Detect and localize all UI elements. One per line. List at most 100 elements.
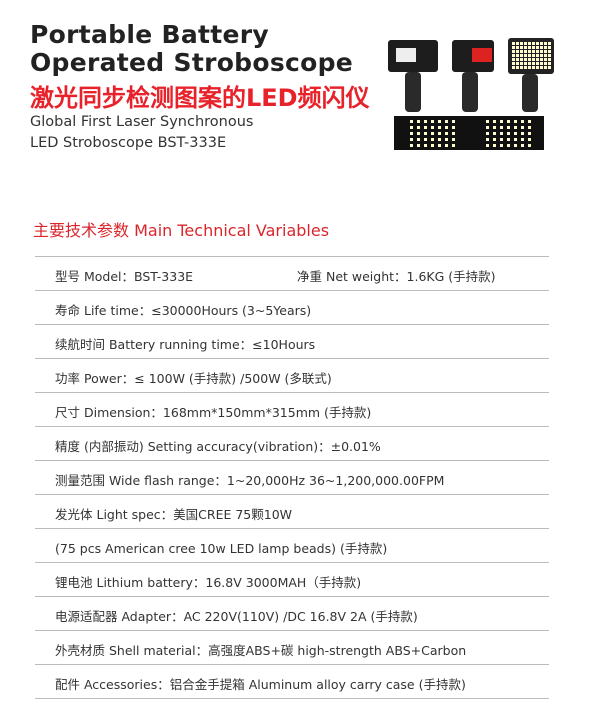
led-dot	[486, 138, 489, 141]
led-dot	[424, 120, 427, 123]
spec-row: (75 pcs American cree 10w LED lamp beads…	[35, 528, 549, 562]
led-dot	[516, 46, 519, 49]
led-dot	[524, 66, 527, 69]
spec-text: 锂电池 Lithium battery：16.8V 3000MAH（手持款)	[55, 575, 362, 590]
led-dot	[536, 46, 539, 49]
led-dot	[536, 42, 539, 45]
led-dot	[516, 58, 519, 61]
led-dot	[431, 138, 434, 141]
led-dot	[524, 42, 527, 45]
led-dot	[544, 54, 547, 57]
led-dot	[424, 138, 427, 141]
led-dot	[516, 62, 519, 65]
spec-text: 尺寸 Dimension：168mm*150mm*315mm (手持款)	[55, 405, 372, 420]
led-dot	[424, 126, 427, 129]
led-dot	[528, 54, 531, 57]
led-dot	[452, 132, 455, 135]
spec-text: 发光体 Light spec：美国CREE 75颗10W	[55, 507, 293, 522]
spec-row: 型号 Model：BST-333E 净重 Net weight：1.6KG (手持…	[35, 256, 549, 290]
led-dot	[516, 42, 519, 45]
led-dot	[528, 120, 531, 123]
spec-text: 寿命 Life time：≤30000Hours (3~5Years)	[55, 303, 312, 318]
led-dot	[540, 46, 543, 49]
title-line1: Portable Battery	[30, 20, 269, 49]
led-dot	[516, 66, 519, 69]
led-dot	[514, 144, 517, 147]
led-dot	[493, 138, 496, 141]
led-dot	[507, 120, 510, 123]
led-dot	[512, 62, 515, 65]
led-dot	[452, 138, 455, 141]
led-dot	[438, 138, 441, 141]
led-dot	[540, 58, 543, 61]
subtitle-line1: Global First Laser Synchronous	[30, 114, 254, 130]
led-dot	[445, 144, 448, 147]
led-dot	[431, 132, 434, 135]
led-dot	[548, 62, 551, 65]
led-dot	[417, 120, 420, 123]
led-dot	[544, 62, 547, 65]
led-dot	[528, 50, 531, 53]
led-dot	[548, 54, 551, 57]
section-title: 主要技术参数 Main Technical Variables	[33, 221, 330, 240]
led-dot	[514, 126, 517, 129]
led-dot	[445, 132, 448, 135]
led-dot	[524, 50, 527, 53]
led-dot	[528, 46, 531, 49]
spec-table: 型号 Model：BST-333E 净重 Net weight：1.6KG (手持…	[35, 256, 549, 699]
led-dot	[536, 58, 539, 61]
led-dot	[532, 50, 535, 53]
led-dot	[544, 42, 547, 45]
led-dot	[431, 126, 434, 129]
led-dot	[521, 138, 524, 141]
led-dot	[507, 138, 510, 141]
spec-row: 功率 Power：≤ 100W (手持款) /500W (多联式)	[35, 358, 549, 392]
led-dot	[500, 144, 503, 147]
led-dot	[500, 126, 503, 129]
led-dot	[493, 132, 496, 135]
led-dot	[540, 42, 543, 45]
led-dot	[516, 54, 519, 57]
led-dot	[417, 126, 420, 129]
led-dot	[431, 120, 434, 123]
spec-row: 精度 (内部振动) Setting accuracy(vibration)：±0…	[35, 426, 549, 460]
net-weight: 净重 Net weight：1.6KG (手持款)	[297, 269, 496, 284]
led-dot	[532, 62, 535, 65]
led-dot	[520, 66, 523, 69]
led-dot	[521, 120, 524, 123]
spec-text: 续航时间 Battery running time：≤10Hours	[55, 337, 316, 352]
led-dot	[514, 132, 517, 135]
spec-text: 测量范围 Wide flash range：1~20,000Hz 36~1,20…	[55, 473, 445, 488]
spec-row: 测量范围 Wide flash range：1~20,000Hz 36~1,20…	[35, 460, 549, 494]
spec-row: 续航时间 Battery running time：≤10Hours	[35, 324, 549, 358]
led-dot	[512, 54, 515, 57]
spec-text: 外壳材质 Shell material：高强度ABS+碳 high-streng…	[55, 643, 467, 658]
led-dot	[438, 126, 441, 129]
led-dot	[445, 120, 448, 123]
led-dot	[528, 42, 531, 45]
led-dot	[493, 126, 496, 129]
led-dot	[410, 138, 413, 141]
spec-row: 电源适配器 Adapter：AC 220V(110V) /DC 16.8V 2A…	[35, 596, 549, 630]
led-dot	[431, 144, 434, 147]
led-dot	[438, 132, 441, 135]
title-cn: 激光同步检测图案的LED频闪仪	[30, 84, 370, 112]
led-dot	[528, 126, 531, 129]
led-dot	[417, 138, 420, 141]
led-dot	[445, 138, 448, 141]
led-dot	[540, 66, 543, 69]
led-dot	[540, 54, 543, 57]
spec-text: 配件 Accessories：铝合金手提箱 Aluminum alloy car…	[55, 677, 466, 692]
led-dot	[532, 66, 535, 69]
led-dot	[544, 50, 547, 53]
led-dot	[514, 120, 517, 123]
title-line2: Operated Stroboscope	[30, 48, 354, 77]
led-dot	[528, 144, 531, 147]
led-dot	[528, 58, 531, 61]
led-dot	[524, 54, 527, 57]
led-dot	[438, 120, 441, 123]
led-dot	[536, 54, 539, 57]
led-dot	[452, 120, 455, 123]
led-dot	[532, 54, 535, 57]
